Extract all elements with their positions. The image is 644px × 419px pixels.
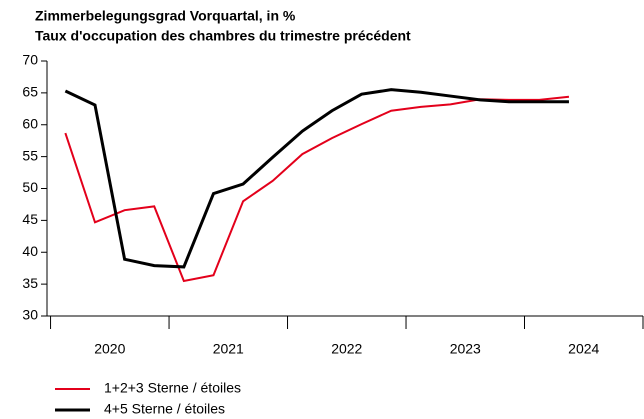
x-tick-label: 2021: [213, 341, 244, 357]
y-tick-label: 70: [22, 52, 38, 68]
line-series: [64, 88, 569, 269]
x-tick-label: 2022: [331, 341, 362, 357]
line-series: [64, 95, 570, 283]
y-tick-label: 40: [22, 243, 38, 259]
y-tick-label: 45: [22, 211, 38, 227]
legend-label: 4+5 Sterne / étoiles: [104, 401, 225, 417]
chart-subtitle: Taux d'occupation des chambres du trimes…: [35, 28, 411, 44]
x-tick-label: 2024: [568, 341, 599, 357]
y-tick-label: 50: [22, 179, 38, 195]
chart-title: Zimmerbelegungsgrad Vorquartal, in %: [35, 8, 296, 24]
x-tick-label: 2023: [450, 341, 481, 357]
x-tick-label: 2020: [94, 341, 125, 357]
y-tick-label: 65: [22, 84, 38, 100]
y-tick-label: 55: [22, 147, 38, 163]
y-tick-label: 30: [22, 307, 38, 323]
legend-label: 1+2+3 Sterne / étoiles: [104, 380, 241, 396]
y-tick-label: 35: [22, 275, 38, 291]
y-tick-label: 60: [22, 115, 38, 131]
